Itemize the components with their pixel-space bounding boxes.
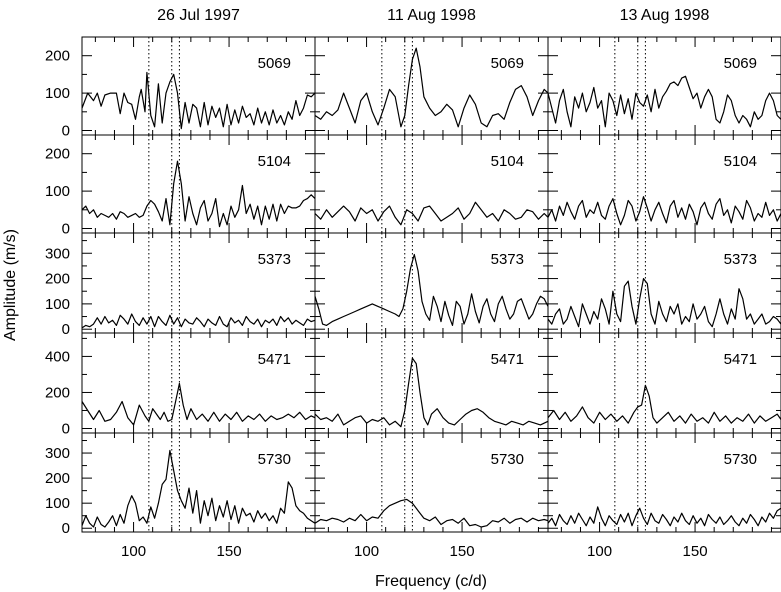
y-tick-label: 100 bbox=[45, 85, 70, 102]
column-title: 13 Aug 1998 bbox=[620, 7, 710, 24]
amplitude-spectrum-line bbox=[81, 160, 316, 228]
panel-frame bbox=[314, 332, 549, 434]
amplitude-spectrum-line bbox=[81, 382, 316, 426]
y-axis-label: Amplitude (m/s) bbox=[2, 229, 19, 341]
panel-label: 5069 bbox=[258, 55, 291, 72]
x-axis-label: Frequency (c/d) bbox=[375, 573, 487, 590]
panel-label: 5104 bbox=[724, 153, 757, 170]
panel-label: 5373 bbox=[491, 251, 524, 268]
amplitude-spectrum-line bbox=[547, 196, 781, 226]
x-tick-label: 100 bbox=[587, 543, 612, 560]
panel-frame bbox=[314, 134, 549, 234]
amplitude-spectrum-line bbox=[81, 449, 316, 528]
x-tick-label: 150 bbox=[217, 543, 242, 560]
amplitude-spectrum-line bbox=[547, 506, 781, 527]
y-tick-label: 400 bbox=[45, 348, 70, 365]
panel-label: 5373 bbox=[724, 251, 757, 268]
panel-frame bbox=[547, 432, 781, 533]
panel-label: 5104 bbox=[491, 153, 524, 170]
column-title: 11 Aug 1998 bbox=[387, 7, 476, 24]
y-tick-label: 300 bbox=[45, 245, 70, 262]
panel-frame bbox=[547, 36, 781, 136]
amplitude-spectrum-line bbox=[314, 498, 549, 528]
y-tick-label: 100 bbox=[45, 296, 70, 313]
x-tick-label: 100 bbox=[354, 543, 379, 560]
y-tick-label: 200 bbox=[45, 48, 70, 65]
panel-label: 5730 bbox=[491, 451, 524, 468]
y-tick-label: 0 bbox=[62, 221, 70, 238]
panel-label: 5373 bbox=[258, 251, 291, 268]
panel-frame bbox=[314, 232, 549, 334]
panel-label: 5471 bbox=[258, 351, 291, 368]
y-tick-label: 100 bbox=[45, 183, 70, 200]
x-tick-label: 150 bbox=[450, 543, 475, 560]
amplitude-spectrum-line bbox=[314, 201, 549, 226]
y-tick-label: 200 bbox=[45, 271, 70, 288]
y-tick-label: 0 bbox=[62, 420, 70, 437]
y-tick-label: 200 bbox=[45, 146, 70, 163]
amplitude-spectrum-line bbox=[81, 313, 316, 329]
panel-frame bbox=[314, 36, 549, 136]
panel-frame bbox=[314, 432, 549, 533]
y-tick-label: 200 bbox=[45, 384, 70, 401]
panel-label: 5730 bbox=[258, 451, 291, 468]
panel-label: 5471 bbox=[724, 351, 757, 368]
y-tick-label: 0 bbox=[62, 520, 70, 537]
amplitude-spectrum-line bbox=[547, 278, 781, 328]
panel-frame bbox=[81, 432, 316, 533]
y-tick-label: 200 bbox=[45, 470, 70, 487]
x-tick-label: 150 bbox=[683, 543, 708, 560]
amplitude-spectrum-line bbox=[314, 357, 549, 428]
y-tick-label: 300 bbox=[45, 445, 70, 462]
amplitude-spectrum-line bbox=[314, 47, 549, 128]
amplitude-spectrum-line bbox=[314, 253, 549, 326]
column-title: 26 Jul 1997 bbox=[157, 7, 240, 24]
y-tick-label: 100 bbox=[45, 495, 70, 512]
y-tick-label: 0 bbox=[62, 123, 70, 140]
panel-label: 5730 bbox=[724, 451, 757, 468]
x-tick-label: 100 bbox=[121, 543, 146, 560]
panel-label: 5069 bbox=[724, 55, 757, 72]
panel-label: 5471 bbox=[491, 351, 524, 368]
amplitude-spectrum-line bbox=[547, 384, 781, 424]
amplitude-spectrum-line bbox=[547, 75, 781, 128]
amplitude-spectrum-line bbox=[81, 71, 316, 130]
panel-label: 5069 bbox=[491, 55, 524, 72]
panel-label: 5104 bbox=[258, 153, 291, 170]
y-tick-label: 0 bbox=[62, 321, 70, 338]
